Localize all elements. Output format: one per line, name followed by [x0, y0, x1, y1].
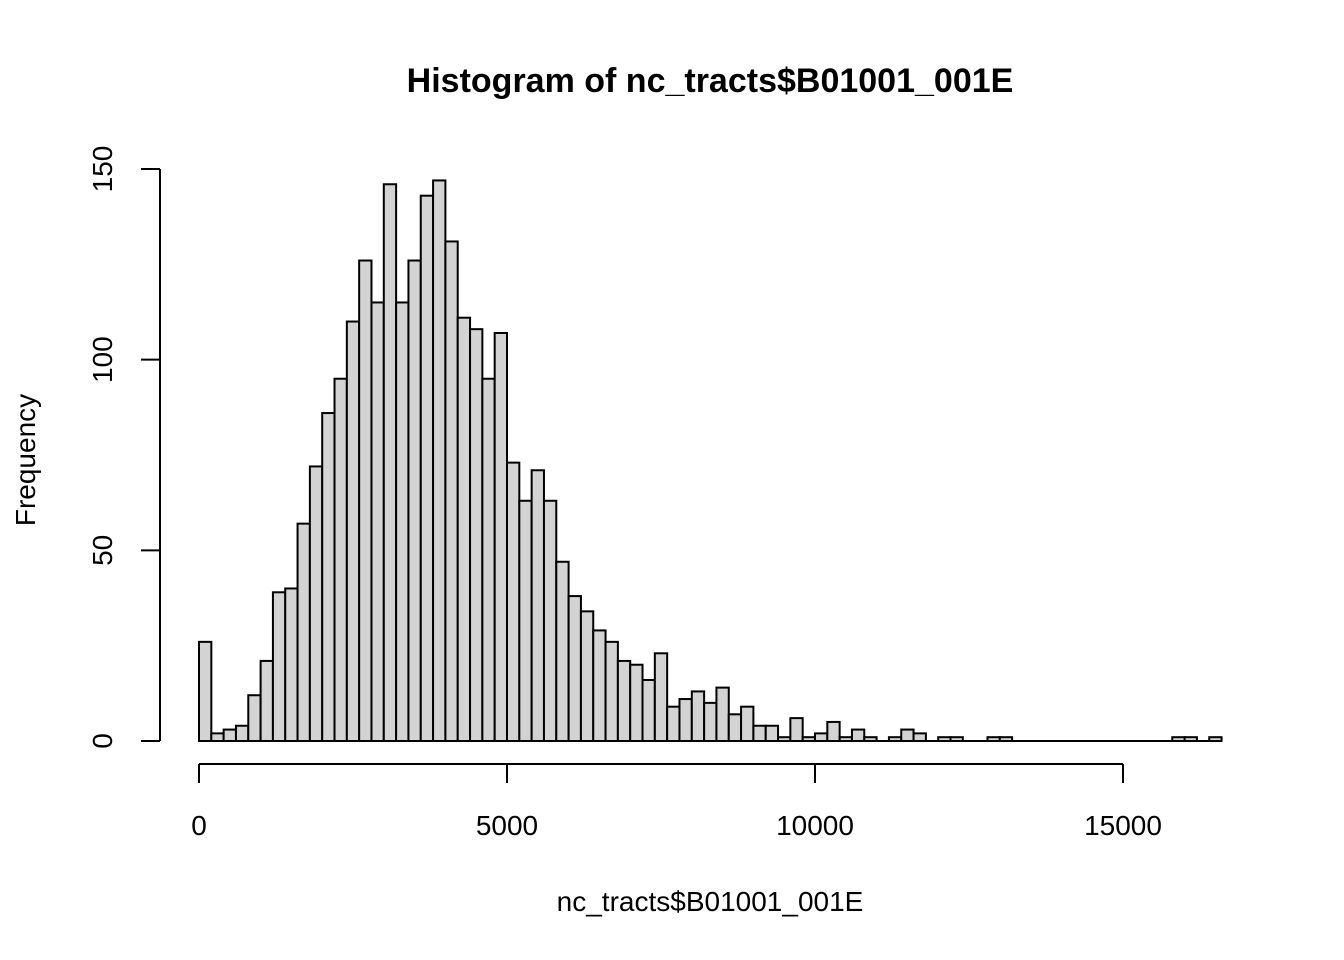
histogram-bar — [690, 690, 706, 743]
y-axis-label: Frequency — [10, 394, 41, 526]
histogram-bar — [740, 705, 755, 742]
histogram-bar — [210, 732, 225, 743]
histogram-bar — [198, 640, 213, 742]
histogram-bar — [555, 560, 570, 742]
histogram-bar — [407, 259, 422, 742]
histogram-bar — [247, 694, 262, 742]
histogram-bar — [530, 469, 545, 742]
histogram-bar — [333, 377, 348, 742]
histogram-bar — [259, 659, 274, 742]
histogram-bar — [764, 724, 780, 742]
histogram-bar — [284, 587, 299, 743]
histogram-bar — [616, 659, 632, 742]
histogram-bar — [752, 724, 767, 742]
histogram-bar — [370, 301, 385, 742]
y-tick-label: 50 — [87, 535, 118, 566]
histogram-bar — [271, 591, 287, 743]
histogram-bar — [814, 732, 829, 743]
histogram-bar — [592, 629, 607, 742]
histogram-bar — [296, 522, 311, 743]
y-tick-label: 100 — [87, 336, 118, 383]
histogram-bar — [629, 663, 644, 743]
histogram-bar — [542, 499, 558, 743]
histogram-bar — [579, 610, 595, 743]
histogram-bar — [308, 465, 324, 742]
histogram-bar — [703, 701, 718, 742]
histogram-bar — [234, 724, 250, 742]
histogram-bar — [567, 595, 582, 742]
x-axis-label: nc_tracts$B01001_001E — [557, 886, 864, 917]
x-tick-label: 0 — [191, 810, 207, 841]
histogram-bar — [826, 720, 841, 743]
histogram-bar — [321, 412, 336, 742]
y-tick-label: 0 — [87, 733, 118, 749]
histogram-bar — [222, 728, 237, 742]
histogram-bar — [419, 194, 435, 742]
histogram-bar — [469, 328, 484, 742]
histogram-bar — [481, 377, 496, 742]
histogram-bar — [789, 717, 804, 742]
x-tick-label: 15000 — [1084, 810, 1162, 841]
y-axis: 0 50 100 150 — [87, 146, 161, 749]
histogram-bar — [456, 316, 472, 742]
histogram-bar — [678, 698, 693, 743]
histogram-bar — [395, 301, 410, 742]
x-axis: 0 5000 10000 15000 — [191, 763, 1162, 841]
histogram-bar — [345, 320, 361, 742]
chart-title: Histogram of nc_tracts$B01001_001E — [407, 62, 1014, 100]
histogram-bars — [198, 179, 1223, 743]
histogram-bar — [358, 259, 373, 742]
x-tick-label: 5000 — [476, 810, 538, 841]
histogram-bar — [641, 678, 656, 743]
histogram-bar — [727, 713, 743, 742]
histogram-bar — [382, 183, 398, 742]
histogram-bar — [912, 732, 927, 743]
histogram-bar — [493, 331, 508, 742]
histogram-bar — [715, 686, 730, 743]
histogram-bar — [850, 728, 866, 742]
histogram-bar — [900, 728, 915, 742]
y-tick-label: 150 — [87, 146, 118, 193]
histogram-bar — [444, 240, 459, 742]
histogram-bar — [653, 652, 669, 742]
x-tick-label: 10000 — [776, 810, 854, 841]
histogram-bar — [518, 499, 533, 743]
histogram-bar — [604, 640, 619, 742]
histogram-bar — [666, 705, 681, 742]
histogram-bar — [506, 461, 521, 742]
histogram-bar — [432, 179, 447, 742]
